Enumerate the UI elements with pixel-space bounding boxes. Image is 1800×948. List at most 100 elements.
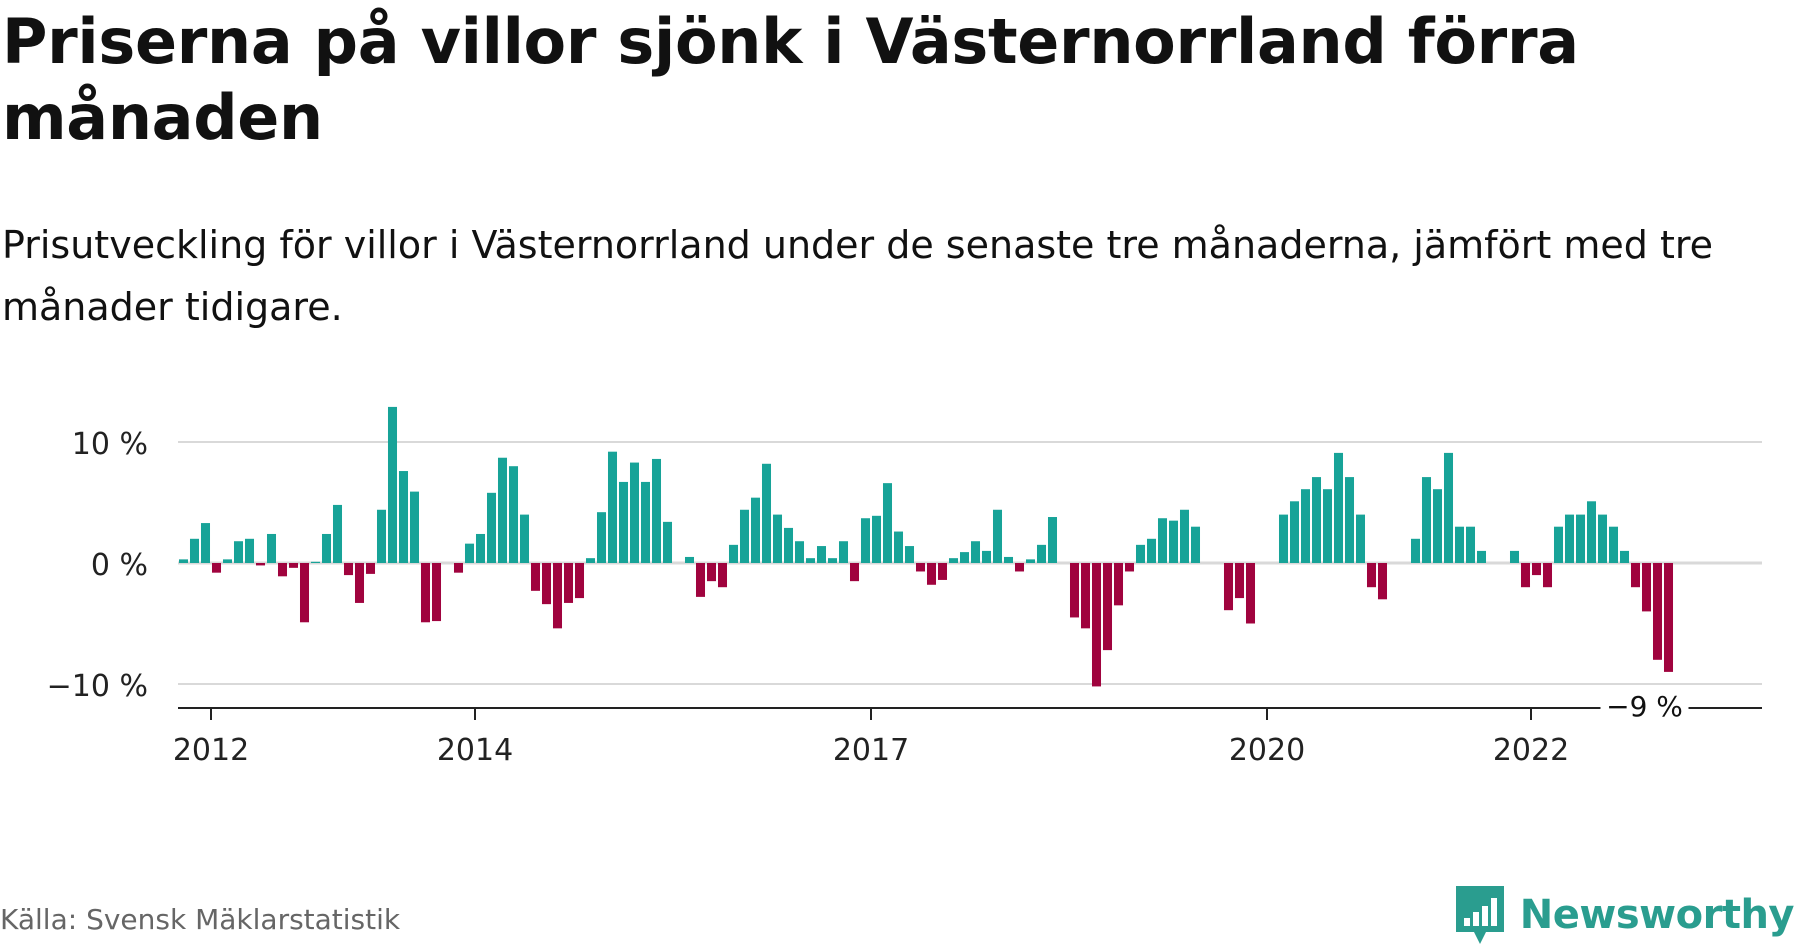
bar (1641, 563, 1652, 612)
bar (1377, 563, 1388, 600)
bar (1223, 563, 1234, 611)
bar (1608, 526, 1619, 563)
bar (1344, 477, 1355, 563)
bar (1025, 559, 1036, 563)
bar (486, 492, 497, 563)
bar (365, 563, 376, 574)
bar (277, 563, 288, 577)
bar (1465, 526, 1476, 563)
bar (1190, 526, 1201, 563)
bar (629, 462, 640, 563)
bar (552, 563, 563, 629)
bar (574, 563, 585, 599)
bar (1322, 489, 1333, 563)
bar (728, 544, 739, 563)
bar (1091, 563, 1102, 687)
bar (299, 563, 310, 623)
bar (1355, 514, 1366, 563)
bar (1520, 563, 1531, 588)
bar (497, 457, 508, 563)
bar (893, 531, 904, 563)
bar (541, 563, 552, 605)
bar (420, 563, 431, 623)
bar (464, 543, 475, 563)
bar (1124, 563, 1135, 572)
bar (563, 563, 574, 603)
bar (1300, 489, 1311, 563)
bar (244, 538, 255, 563)
bar (1421, 477, 1432, 563)
bar (1542, 563, 1553, 588)
bar (849, 563, 860, 582)
y-tick-label: 0 % (91, 548, 148, 583)
bar (585, 558, 596, 563)
bar (1586, 501, 1597, 563)
bar (1630, 563, 1641, 588)
bar (1278, 514, 1289, 563)
bar (1575, 514, 1586, 563)
bar (651, 458, 662, 563)
axes: 10 % 0 % −10 % 2012 2014 2017 2020 2022 −9 % (47, 427, 1762, 768)
bar (1135, 544, 1146, 563)
bar (882, 483, 893, 563)
bar (1113, 563, 1124, 606)
bar (200, 523, 211, 563)
bar (310, 561, 321, 563)
bar (772, 514, 783, 563)
bar (387, 406, 398, 563)
bar (695, 563, 706, 597)
bar (838, 541, 849, 563)
bar (398, 471, 409, 563)
bar (805, 558, 816, 563)
bar (783, 527, 794, 563)
bar (1102, 563, 1113, 651)
bar (1432, 489, 1443, 563)
source-note: Källa: Svensk Mäklarstatistik (0, 903, 401, 936)
bar (508, 466, 519, 563)
bar (717, 563, 728, 588)
bar (981, 550, 992, 563)
bar (618, 481, 629, 563)
y-tick-label: 10 % (72, 427, 148, 462)
bar (1531, 563, 1542, 576)
last-value-label-bg (1600, 690, 1689, 720)
bar (1289, 501, 1300, 563)
bar (1652, 563, 1663, 660)
chart-title: Priserna på villor sjönk i Västernorrlan… (2, 5, 1579, 154)
bar (992, 509, 1003, 563)
bar (1234, 563, 1245, 599)
bar (1476, 550, 1487, 563)
bar (1245, 563, 1256, 624)
bar (222, 559, 233, 563)
bar (1597, 514, 1608, 563)
gridlines (178, 441, 1762, 685)
x-tick-label: 2014 (437, 733, 513, 768)
bar (519, 514, 530, 563)
bar (1311, 477, 1322, 563)
bar (926, 563, 937, 585)
bar (332, 504, 343, 563)
bar (816, 546, 827, 563)
bar (343, 563, 354, 576)
bar (1014, 563, 1025, 572)
bar (178, 559, 189, 563)
bar (431, 563, 442, 622)
bar (1168, 520, 1179, 563)
bar (530, 563, 541, 591)
bar (266, 533, 277, 563)
x-tick-label: 2020 (1229, 733, 1305, 768)
bar (1366, 563, 1377, 588)
brand-name: Newsworthy (1519, 892, 1795, 938)
bar (860, 518, 871, 563)
bar (1146, 538, 1157, 563)
bar (1036, 544, 1047, 563)
bar (1080, 563, 1091, 629)
bar (1410, 538, 1421, 563)
bar (1333, 452, 1344, 563)
chart-subtitle: Prisutveckling för villor i Västernorrla… (2, 223, 1714, 329)
y-tick-label: −10 % (47, 669, 148, 704)
bar (1179, 509, 1190, 563)
bar (750, 497, 761, 563)
bar (827, 558, 838, 563)
x-tick-label: 2022 (1493, 733, 1569, 768)
